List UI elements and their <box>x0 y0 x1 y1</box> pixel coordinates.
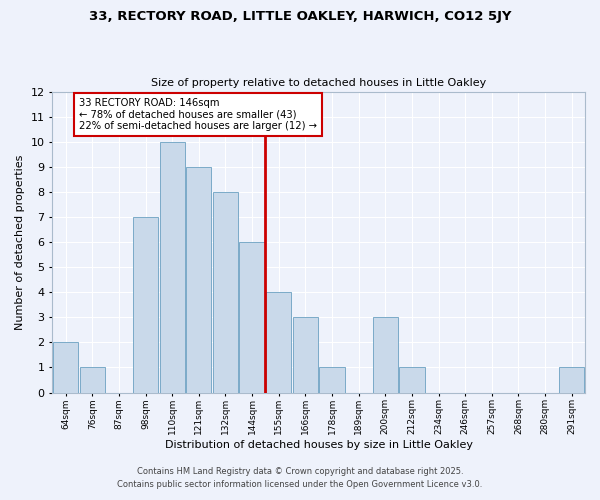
Bar <box>293 318 318 392</box>
Bar <box>53 342 78 392</box>
Bar <box>133 217 158 392</box>
Bar <box>373 318 398 392</box>
Bar <box>160 142 185 392</box>
Bar <box>559 368 584 392</box>
Bar <box>319 368 344 392</box>
Bar <box>80 368 105 392</box>
Bar <box>213 192 238 392</box>
Text: 33, RECTORY ROAD, LITTLE OAKLEY, HARWICH, CO12 5JY: 33, RECTORY ROAD, LITTLE OAKLEY, HARWICH… <box>89 10 511 23</box>
Bar <box>239 242 265 392</box>
Title: Size of property relative to detached houses in Little Oakley: Size of property relative to detached ho… <box>151 78 486 88</box>
Bar <box>399 368 425 392</box>
Bar <box>266 292 292 392</box>
Y-axis label: Number of detached properties: Number of detached properties <box>15 154 25 330</box>
Bar <box>186 167 211 392</box>
Text: Contains HM Land Registry data © Crown copyright and database right 2025.
Contai: Contains HM Land Registry data © Crown c… <box>118 468 482 489</box>
X-axis label: Distribution of detached houses by size in Little Oakley: Distribution of detached houses by size … <box>164 440 473 450</box>
Text: 33 RECTORY ROAD: 146sqm
← 78% of detached houses are smaller (43)
22% of semi-de: 33 RECTORY ROAD: 146sqm ← 78% of detache… <box>79 98 317 131</box>
